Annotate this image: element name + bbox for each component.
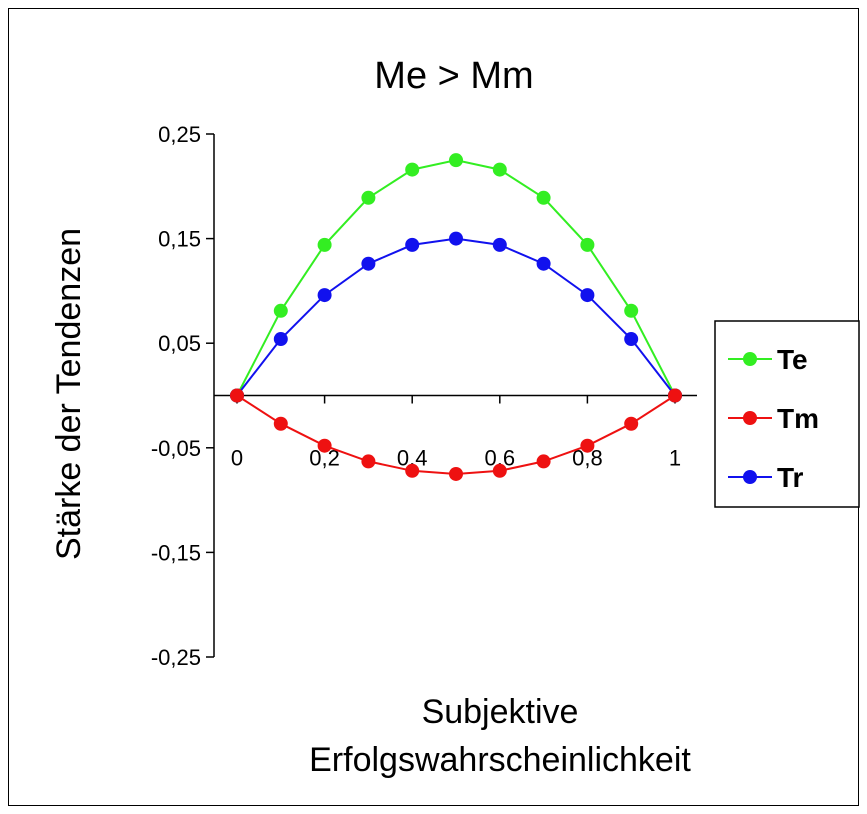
legend-label-tm: Tm — [777, 403, 819, 434]
series-layer — [230, 153, 682, 481]
chart-title: Me > Mm — [374, 55, 533, 97]
y-tick-label: -0,25 — [151, 645, 201, 670]
data-point-tr — [317, 288, 332, 303]
x-tick-label: 0 — [231, 446, 243, 471]
data-point-te — [317, 237, 332, 252]
data-point-te — [405, 162, 420, 177]
x-axis-label-line-2: Erfolgswahrscheinlichkeit — [309, 741, 691, 779]
data-point-te — [624, 303, 639, 318]
data-point-te — [492, 162, 507, 177]
y-tick-label: 0,15 — [158, 227, 201, 252]
y-tick-label: -0,05 — [151, 436, 201, 461]
data-point-te — [449, 153, 463, 168]
series-line-te — [236, 159, 676, 396]
data-point-tm — [230, 388, 244, 403]
data-point-tr — [624, 332, 639, 347]
y-tick-label: 0,25 — [158, 122, 201, 147]
data-point-tm — [449, 466, 463, 481]
series-line-tm — [236, 394, 676, 476]
data-point-tr — [405, 237, 420, 252]
legend-label-te: Te — [777, 344, 808, 375]
data-point-tm — [492, 463, 507, 478]
data-point-tr — [580, 288, 595, 303]
data-point-tm — [536, 454, 551, 469]
y-axis-label: Stärke der Tendenzen — [50, 228, 88, 560]
axes: 0,250,150,05-0,05-0,15-0,250 0,2 0,4 0,6 0,8… — [151, 122, 697, 670]
data-point-tm — [361, 454, 376, 469]
data-point-tr — [361, 256, 376, 271]
legend: Te Tm Tr — [714, 320, 860, 508]
x-tick-label: 1 — [669, 446, 681, 471]
data-point-tr — [449, 231, 463, 246]
legend-marker-tm — [743, 411, 757, 425]
data-point-tr — [492, 237, 507, 252]
data-point-tm — [317, 438, 332, 453]
legend-marker-te — [743, 352, 757, 366]
data-point-tm — [273, 416, 288, 431]
legend-marker-tr — [743, 470, 757, 484]
y-tick-label: 0,05 — [158, 331, 201, 356]
data-point-tm — [405, 463, 420, 478]
data-point-tm — [668, 388, 682, 403]
legend-label-tr: Tr — [777, 462, 804, 493]
data-point-te — [536, 190, 551, 205]
data-point-tm — [580, 438, 595, 453]
x-axis-label-line-1: Subjektive — [422, 693, 579, 731]
data-point-tr — [536, 256, 551, 271]
data-point-tm — [624, 416, 639, 431]
data-point-tr — [273, 332, 288, 347]
y-tick-label: -0,15 — [151, 540, 201, 565]
data-point-te — [361, 190, 376, 205]
data-point-te — [580, 237, 595, 252]
data-point-te — [273, 303, 288, 318]
series-line-tr — [236, 237, 676, 397]
